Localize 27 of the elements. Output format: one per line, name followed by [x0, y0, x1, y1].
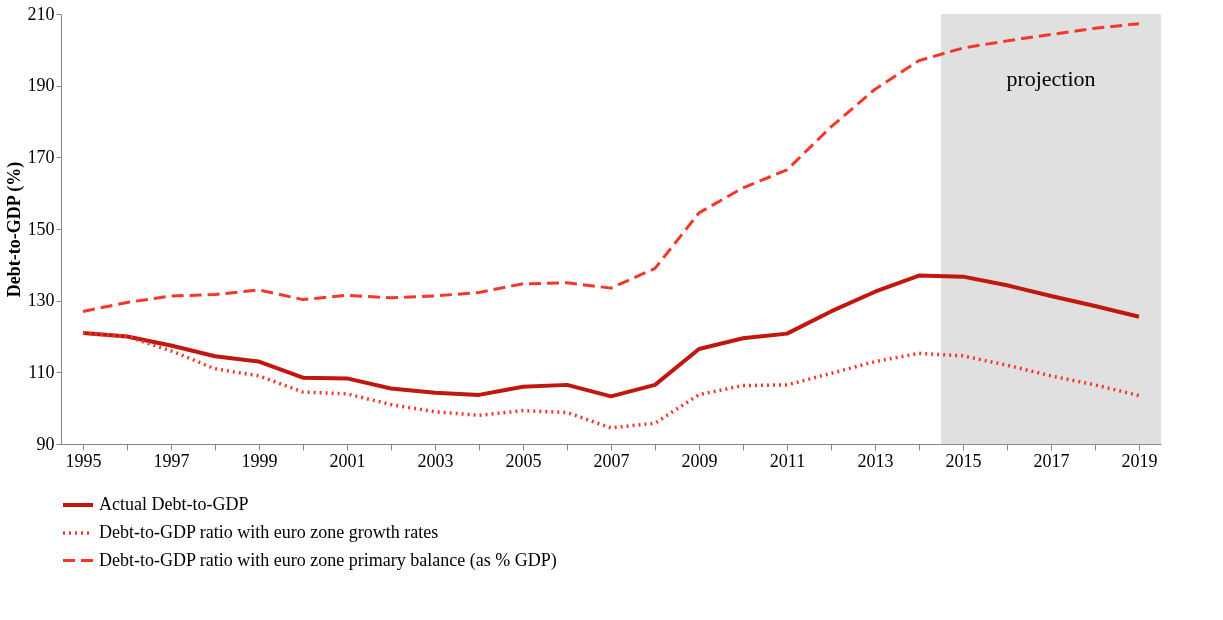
line-series: [81, 331, 1141, 430]
x-tick-label: 1999: [241, 450, 278, 471]
x-tick-label: 2019: [1121, 450, 1158, 471]
x-tick-label: 2017: [1033, 450, 1070, 471]
x-tick-label: 1995: [65, 450, 102, 471]
x-tick-label: 2007: [593, 450, 630, 471]
legend-label: Debt-to-GDP ratio with euro zone growth rates: [99, 522, 439, 542]
x-tick-label: 2009: [681, 450, 718, 471]
y-tick-label: 170: [27, 146, 55, 167]
x-tick-label: 2001: [329, 450, 366, 471]
y-tick-label: 110: [28, 361, 55, 382]
x-tick-label: 2005: [505, 450, 542, 471]
y-tick-label: 130: [27, 290, 55, 311]
line-series: [81, 22, 1141, 313]
y-tick-label: 190: [27, 75, 55, 96]
x-tick-label: 2011: [769, 450, 806, 471]
y-tick-label: 150: [27, 218, 55, 239]
x-tick-label: 2015: [945, 450, 982, 471]
x-tick-label: 2003: [417, 450, 454, 471]
x-tick-label: 2013: [857, 450, 894, 471]
y-tick-label: 90: [36, 433, 55, 454]
legend-label: Actual Debt-to-GDP: [99, 494, 249, 514]
y-tick-label: 210: [27, 3, 55, 24]
y-axis-title: Debt-to-GDP (%): [3, 161, 25, 298]
x-tick-label: 1997: [153, 450, 190, 471]
legend-label: Debt-to-GDP ratio with euro zone primary balance (as % GDP): [99, 549, 557, 571]
band-label: projection: [1006, 65, 1096, 91]
